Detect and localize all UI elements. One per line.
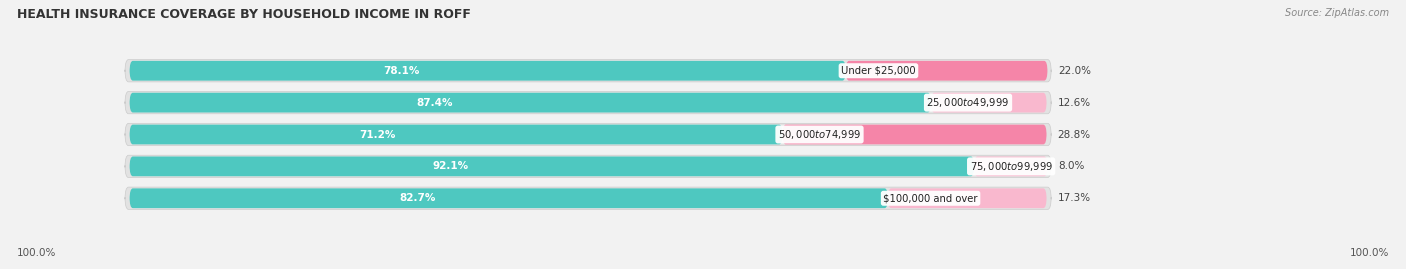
Text: Under $25,000: Under $25,000	[841, 66, 915, 76]
Text: 87.4%: 87.4%	[416, 98, 453, 108]
FancyBboxPatch shape	[783, 125, 1046, 144]
Text: $100,000 and over: $100,000 and over	[883, 193, 977, 203]
Text: $50,000 to $74,999: $50,000 to $74,999	[778, 128, 860, 141]
Text: 78.1%: 78.1%	[384, 66, 420, 76]
FancyBboxPatch shape	[125, 187, 1052, 210]
FancyBboxPatch shape	[846, 61, 1047, 81]
FancyBboxPatch shape	[129, 188, 889, 208]
FancyBboxPatch shape	[129, 93, 931, 112]
Text: 12.6%: 12.6%	[1057, 98, 1091, 108]
Text: $75,000 to $99,999: $75,000 to $99,999	[970, 160, 1053, 173]
FancyBboxPatch shape	[129, 61, 846, 81]
Text: 82.7%: 82.7%	[399, 193, 436, 203]
Text: 71.2%: 71.2%	[360, 129, 396, 140]
FancyBboxPatch shape	[125, 91, 1052, 114]
FancyBboxPatch shape	[125, 155, 1052, 178]
FancyBboxPatch shape	[129, 157, 974, 176]
Text: 17.3%: 17.3%	[1057, 193, 1091, 203]
Text: $25,000 to $49,999: $25,000 to $49,999	[927, 96, 1010, 109]
FancyBboxPatch shape	[125, 59, 1052, 82]
Text: 100.0%: 100.0%	[1350, 248, 1389, 258]
FancyBboxPatch shape	[129, 125, 783, 144]
Text: Source: ZipAtlas.com: Source: ZipAtlas.com	[1285, 8, 1389, 18]
Text: 22.0%: 22.0%	[1059, 66, 1091, 76]
FancyBboxPatch shape	[125, 123, 1052, 146]
Text: 100.0%: 100.0%	[17, 248, 56, 258]
Text: 92.1%: 92.1%	[433, 161, 468, 171]
Text: HEALTH INSURANCE COVERAGE BY HOUSEHOLD INCOME IN ROFF: HEALTH INSURANCE COVERAGE BY HOUSEHOLD I…	[17, 8, 471, 21]
Text: 28.8%: 28.8%	[1057, 129, 1091, 140]
FancyBboxPatch shape	[889, 188, 1046, 208]
Text: 8.0%: 8.0%	[1059, 161, 1085, 171]
FancyBboxPatch shape	[974, 157, 1047, 176]
FancyBboxPatch shape	[931, 93, 1046, 112]
